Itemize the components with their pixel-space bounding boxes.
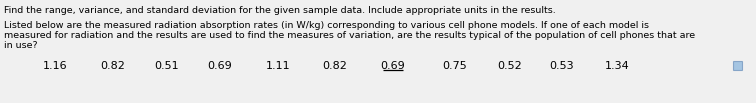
Text: 0.51: 0.51 [155,61,179,71]
Text: in use?: in use? [4,41,38,50]
Text: 1.11: 1.11 [265,61,290,71]
Text: 1.16: 1.16 [42,61,67,71]
Text: Find the range, variance, and standard deviation for the given sample data. Incl: Find the range, variance, and standard d… [4,6,556,15]
Text: 0.75: 0.75 [442,61,467,71]
FancyBboxPatch shape [733,61,742,70]
Text: 0.52: 0.52 [497,61,522,71]
Text: 1.34: 1.34 [605,61,630,71]
Text: measured for radiation and the results are used to find the measures of variatio: measured for radiation and the results a… [4,31,695,40]
Text: 0.69: 0.69 [380,61,405,71]
Text: 0.53: 0.53 [550,61,575,71]
Text: 0.69: 0.69 [208,61,232,71]
Text: 0.82: 0.82 [101,61,125,71]
Text: Listed below are the measured radiation absorption rates (in W/kg) corresponding: Listed below are the measured radiation … [4,21,649,30]
Text: 0.82: 0.82 [323,61,348,71]
